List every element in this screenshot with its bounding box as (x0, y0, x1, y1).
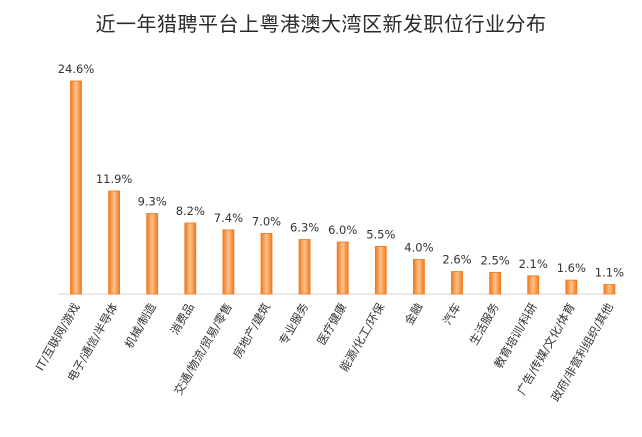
category-label-10: 金融 (402, 300, 426, 327)
value-label-12: 2.5% (480, 253, 509, 267)
value-label-8: 6.0% (328, 223, 357, 237)
category-label-6: 房地产/建筑 (230, 300, 273, 361)
category-label-11: 汽车 (440, 301, 464, 328)
bar-8 (336, 241, 349, 295)
bar-2 (108, 190, 120, 295)
value-label-11: 2.6% (442, 253, 471, 267)
bar-12 (489, 271, 502, 295)
value-label-3: 9.3% (138, 195, 167, 209)
value-label-13: 2.1% (519, 257, 548, 271)
bar-series (70, 80, 616, 295)
value-label-1: 24.6% (58, 62, 95, 76)
value-label-5: 7.4% (214, 211, 243, 225)
value-label-15: 1.1% (595, 266, 624, 280)
bar-4 (184, 222, 197, 295)
bar-14 (565, 279, 578, 295)
category-label-8: 医疗健康 (314, 300, 349, 347)
bar-3 (146, 213, 159, 295)
category-label-7: 专业服务 (276, 300, 311, 347)
bar-15 (603, 284, 616, 295)
category-label-4: 消费品 (168, 301, 197, 338)
value-labels: 24.6% 11.9% 9.3% 8.2% 7.4% 7.0% 6.3% 6.0% 5.5% 4.… (58, 62, 624, 280)
bar-1 (70, 80, 82, 295)
bar-9 (374, 245, 387, 295)
value-label-4: 8.2% (176, 204, 205, 218)
value-label-2: 11.9% (96, 172, 133, 186)
value-label-6: 7.0% (252, 214, 281, 228)
bar-11 (451, 271, 463, 295)
chart-title: 近一年猎聘平台上粤港澳大湾区新发职位行业分布 (95, 12, 547, 36)
value-label-14: 1.6% (557, 261, 586, 275)
bar-7 (298, 239, 311, 295)
bar-13 (527, 275, 540, 295)
category-label-12: 生活服务 (467, 300, 502, 347)
category-label-3: 机械/制造 (122, 300, 159, 351)
value-label-7: 6.3% (290, 221, 319, 235)
bar-5 (222, 229, 235, 295)
value-label-9: 5.5% (366, 227, 395, 241)
value-label-10: 4.0% (404, 240, 433, 254)
bar-10 (412, 258, 425, 295)
bar-6 (260, 232, 273, 295)
